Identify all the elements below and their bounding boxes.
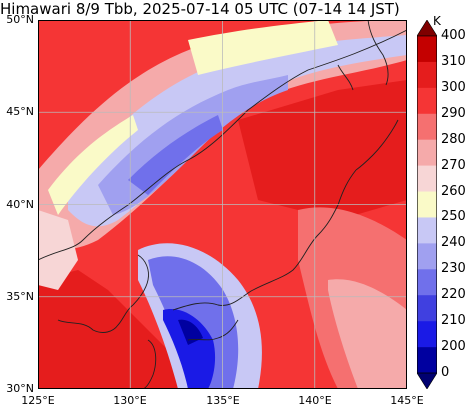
- colorbar-segment: [417, 61, 437, 89]
- colorbar-segment: [417, 347, 437, 374]
- colorbar-tick-label: 250: [441, 209, 466, 225]
- satellite-map: [38, 20, 407, 389]
- colorbar-unit: K: [433, 14, 441, 28]
- colorbar-segment: [417, 217, 437, 244]
- colorbar-extend-max: [417, 20, 437, 37]
- colorbar-tick-label: 220: [441, 287, 466, 303]
- lon-label: 145°E: [390, 394, 424, 407]
- colorbar-tick-label: 290: [441, 105, 466, 121]
- lat-label: 50°N: [6, 13, 34, 26]
- colorbar-tick-label: 210: [441, 313, 466, 329]
- colorbar: [417, 20, 437, 389]
- colorbar-tick-label: 230: [441, 261, 466, 277]
- colorbar-tick-label: 240: [441, 235, 466, 251]
- colorbar-tick-label: 260: [441, 183, 466, 199]
- colorbar-segment: [417, 269, 437, 296]
- lon-label: 125°E: [21, 394, 55, 407]
- lat-label: 30°N: [6, 382, 34, 395]
- colorbar-tick-label: 400: [441, 28, 466, 43]
- colorbar-segment: [417, 191, 437, 218]
- colorbar-segment: [417, 321, 437, 348]
- colorbar-segment: [417, 139, 437, 166]
- lon-label: 140°E: [298, 394, 332, 407]
- chart-title: Himawari 8/9 Tbb, 2025-07-14 05 UTC (07-…: [0, 0, 400, 18]
- colorbar-tick-label: 200: [441, 339, 466, 355]
- cloud-patch-east: [328, 279, 407, 389]
- coastlines: [38, 20, 407, 389]
- cloud-cluster-south: [163, 309, 216, 389]
- colorbar-outline: [417, 35, 437, 374]
- colorbar-segment: [417, 165, 437, 192]
- map-border: [38, 20, 407, 389]
- colorbar-segment: [417, 113, 437, 140]
- colorbar-segment: [417, 295, 437, 322]
- lat-label: 35°N: [6, 290, 34, 303]
- colorbar-tick-label: 280: [441, 131, 466, 147]
- cloud-band-north: [48, 115, 138, 215]
- colorbar-segment: [417, 87, 437, 115]
- cloud-patch-east: [38, 210, 78, 290]
- colorbar-tick-label: 0: [441, 365, 450, 380]
- colorbar-segment: [417, 36, 437, 63]
- cloud-cluster-south: [178, 319, 203, 345]
- warm-zone: [238, 80, 407, 220]
- lat-label: 45°N: [6, 105, 34, 118]
- colorbar-segment: [417, 243, 437, 270]
- cloud-band-north: [128, 115, 223, 195]
- colorbar-extend-min: [417, 372, 437, 389]
- colorbar-tick-label: 300: [441, 79, 466, 95]
- lon-label: 135°E: [206, 394, 240, 407]
- graticule: [38, 20, 407, 389]
- colorbar-tick-label: 310: [441, 53, 466, 69]
- lon-label: 130°E: [113, 394, 147, 407]
- cloud-band-north: [188, 20, 338, 75]
- colorbar-tick-label: 270: [441, 157, 466, 173]
- lat-label: 40°N: [6, 198, 34, 211]
